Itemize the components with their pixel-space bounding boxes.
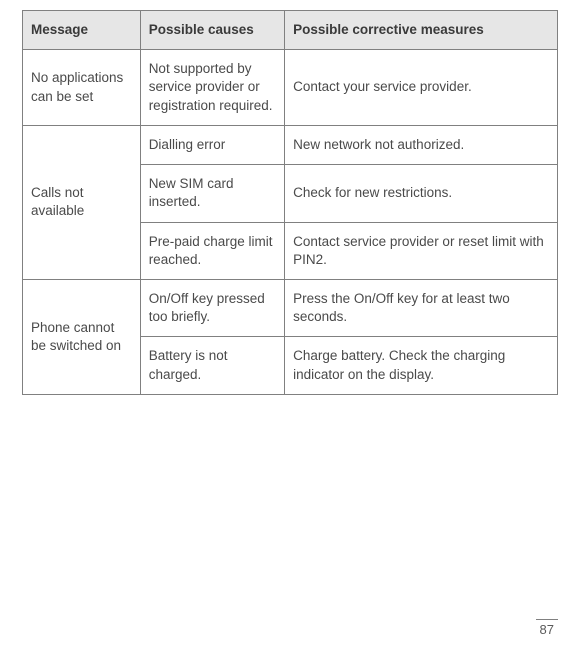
cell-cause: New SIM card inserted. <box>140 165 284 222</box>
cell-measure: Contact service provider or reset limit … <box>285 222 558 279</box>
cell-cause: Not supported by service provider or reg… <box>140 50 284 126</box>
cell-measure: Contact your service provider. <box>285 50 558 126</box>
cell-cause: Battery is not charged. <box>140 337 284 394</box>
cell-measure: Charge battery. Check the charging indic… <box>285 337 558 394</box>
cell-measure: Check for new restrictions. <box>285 165 558 222</box>
table-row: Calls not available Dialling error New n… <box>23 125 558 164</box>
header-measures: Possible corrective measures <box>285 11 558 50</box>
cell-message: Phone cannot be switched on <box>23 279 141 394</box>
troubleshooting-table: Message Possible causes Possible correct… <box>22 10 558 395</box>
cell-cause: Pre-paid charge limit reached. <box>140 222 284 279</box>
header-causes: Possible causes <box>140 11 284 50</box>
table-header-row: Message Possible causes Possible correct… <box>23 11 558 50</box>
cell-measure: New network not authorized. <box>285 125 558 164</box>
table-row: Phone cannot be switched on On/Off key p… <box>23 279 558 336</box>
page-number: 87 <box>536 619 558 637</box>
cell-cause: On/Off key pressed too briefly. <box>140 279 284 336</box>
header-message: Message <box>23 11 141 50</box>
cell-message: No applications can be set <box>23 50 141 126</box>
cell-measure: Press the On/Off key for at least two se… <box>285 279 558 336</box>
table-row: No applications can be set Not supported… <box>23 50 558 126</box>
cell-cause: Dialling error <box>140 125 284 164</box>
cell-message: Calls not available <box>23 125 141 279</box>
